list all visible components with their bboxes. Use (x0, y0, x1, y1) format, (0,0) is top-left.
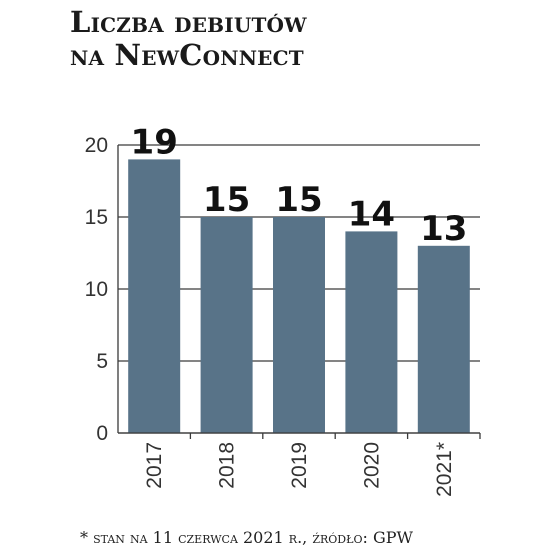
footnote: * stan na 11 czerwca 2021 r., źródło: GP… (80, 528, 413, 547)
x-tick-label: 2021* (433, 442, 456, 497)
bar (128, 159, 181, 433)
chart-title: Liczba debiutów na NewConnect (70, 6, 307, 72)
x-tick-label: 2018 (216, 442, 239, 489)
data-label: 14 (348, 194, 395, 234)
data-label: 15 (275, 180, 322, 220)
y-tick-label: 10 (85, 278, 108, 301)
chart-title-line-1: Liczba debiutów (70, 5, 307, 39)
y-tick-label: 0 (96, 422, 108, 445)
x-tick-label: 2020 (360, 442, 383, 489)
bar (345, 231, 398, 433)
bar (273, 217, 325, 433)
y-tick-label: 15 (85, 206, 108, 229)
x-tick-label: 2019 (288, 442, 311, 489)
y-tick-label: 5 (96, 350, 108, 373)
data-label: 19 (131, 122, 178, 162)
bar (417, 245, 470, 433)
data-label: 13 (420, 209, 467, 249)
data-label: 15 (203, 180, 250, 220)
chart-title-line-2: na NewConnect (70, 38, 304, 72)
x-tick-label: 2017 (143, 442, 166, 489)
bar (200, 217, 253, 433)
y-tick-label: 20 (85, 134, 108, 157)
